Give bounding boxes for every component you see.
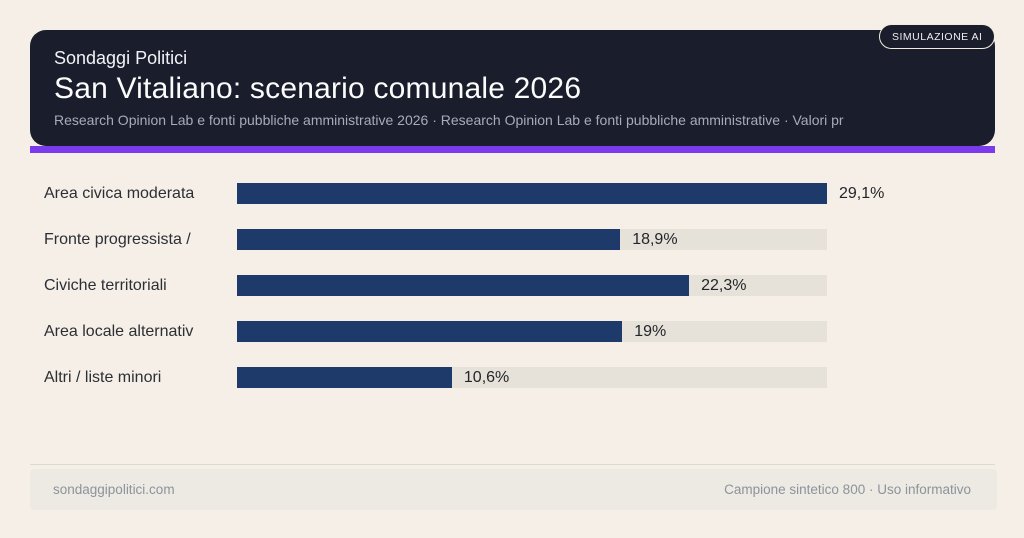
bar-fill <box>237 229 621 250</box>
bar-track: 18,9% <box>237 229 827 250</box>
footer-strip: sondaggipolitici.com Campione sintetico … <box>30 469 997 510</box>
value-label: 19% <box>634 323 667 340</box>
bar-row: Fronte progressista / 18,9% <box>30 229 994 250</box>
simulation-ai-badge: SIMULAZIONE AI <box>879 24 996 49</box>
bar-row: Civiche territoriali 22,3% <box>30 275 994 296</box>
value-label: 22,3% <box>701 277 747 294</box>
bar-track: 10,6% <box>237 367 827 388</box>
category-label: Altri / liste minori <box>44 369 162 386</box>
bar-row: Area civica moderata 29,1% <box>30 183 994 204</box>
bar-fill <box>237 367 452 388</box>
page-title: San Vitaliano: scenario comunale 2026 <box>54 72 582 105</box>
category-label: Area locale alternativ <box>44 323 194 340</box>
bar-track: 29,1% <box>237 183 884 204</box>
header-card: Sondaggi Politici San Vitaliano: scenari… <box>30 30 995 146</box>
footer-site-url: sondaggipolitici.com <box>53 482 175 497</box>
bar-row: Altri / liste minori 10,6% <box>30 367 994 388</box>
bar-track: 19% <box>237 321 827 342</box>
brand-kicker: Sondaggi Politici <box>54 48 188 68</box>
accent-divider <box>30 146 995 153</box>
source-subtitle: Research Opinion Lab e fonti pubbliche a… <box>54 112 844 128</box>
bar-fill <box>237 275 690 296</box>
value-label: 18,9% <box>632 231 678 248</box>
bar-chart: Area civica moderata 29,1% Fronte progress… <box>30 183 994 413</box>
category-label: Area civica moderata <box>44 185 195 202</box>
bar-row: Area locale alternativ 19% <box>30 321 994 342</box>
footer-sample-note: Campione sintetico 800 · Uso informativo <box>724 482 971 497</box>
bar-track: 22,3% <box>237 275 827 296</box>
category-label: Fronte progressista / <box>44 231 191 248</box>
category-label: Civiche territoriali <box>44 277 167 294</box>
bar-fill <box>237 183 827 204</box>
bar-fill <box>237 321 623 342</box>
value-label: 29,1% <box>839 185 885 202</box>
value-label: 10,6% <box>463 369 510 386</box>
simulation-ai-badge-label: SIMULAZIONE AI <box>892 30 983 43</box>
footer-divider <box>30 464 995 465</box>
